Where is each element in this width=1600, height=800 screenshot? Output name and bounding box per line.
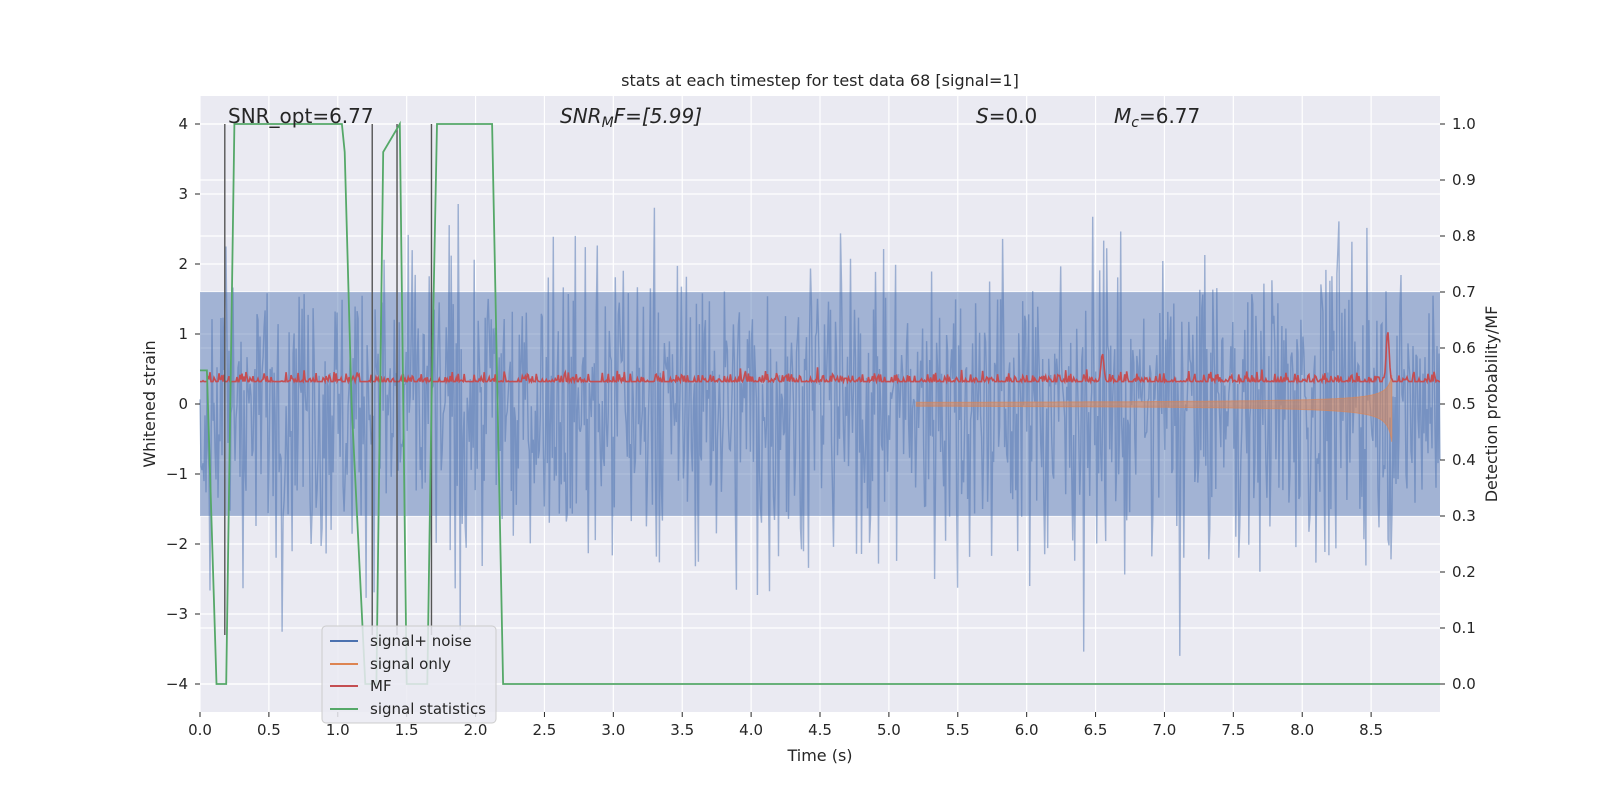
x-tick-label: 1.5 [395,721,419,739]
y-tick-label-left: 2 [178,255,188,273]
y-tick-label-left: −1 [166,465,188,483]
x-tick-label: 6.5 [1084,721,1108,739]
y-tick-label-left: 4 [178,115,188,133]
annotation-snr-mf-rest: F=[5.99] [614,104,702,128]
y-tick-label-left: −3 [166,605,188,623]
y-tick-label-right: 0.1 [1452,619,1476,637]
annotation-mc-sub: c [1131,115,1139,131]
legend-label-signal-noise: signal+ noise [370,632,472,650]
annotation-mc-symbol: M [1114,104,1131,128]
y-tick-label-right: 0.4 [1452,451,1476,469]
x-tick-label: 8.0 [1290,721,1314,739]
y-tick-label-left: 0 [178,395,188,413]
annotation-mc: Mc=6.77 [1114,104,1200,131]
y-tick-label-right: 0.3 [1452,507,1476,525]
annotation-mc-rest: =6.77 [1139,104,1200,128]
y-axis-label-left: Whitened strain [140,340,159,467]
x-tick-label: 1.0 [326,721,350,739]
annotation-s-symbol: S [976,104,989,128]
legend-label-mf: MF [370,677,392,695]
mf-line [200,332,1440,385]
y-tick-label-right: 0.9 [1452,171,1476,189]
x-tick-label: 4.0 [739,721,763,739]
y-tick-label-left: 1 [178,325,188,343]
x-tick-label: 8.5 [1359,721,1383,739]
y-axis-label-right: Detection probability/MF [1482,306,1501,503]
signal-only-line [915,374,1393,442]
legend-label-signal-statistics: signal statistics [370,700,486,718]
x-tick-label: 3.0 [601,721,625,739]
x-tick-label: 6.0 [1015,721,1039,739]
legend: signal+ noise signal only MF signal stat… [321,625,497,724]
y-tick-label-right: 1.0 [1452,115,1476,133]
x-tick-label: 2.0 [464,721,488,739]
y-tick-label-right: 0.5 [1452,395,1476,413]
legend-label-signal-only: signal only [370,655,451,673]
signal-statistics-line [200,120,1440,685]
mf-series [200,332,1440,385]
x-tick-label: 5.5 [946,721,970,739]
y-tick-label-right: 0.6 [1452,339,1476,357]
y-tick-label-right: 0.2 [1452,563,1476,581]
y-tick-label-right: 0.8 [1452,227,1476,245]
signal-noise-line [199,203,1441,656]
chart-title: stats at each timestep for test data 68 … [621,71,1019,90]
annotation-s-rest: =0.0 [989,104,1038,128]
annotation-snr-mf-sub: M [602,115,614,131]
annotation-snr-opt: SNR_opt=6.77 [228,104,374,128]
x-tick-label: 5.0 [877,721,901,739]
y-tick-label-left: −4 [166,675,188,693]
y-tick-label-right: 0.7 [1452,283,1476,301]
x-tick-label: 0.0 [188,721,212,739]
x-tick-label: 4.5 [808,721,832,739]
x-tick-label: 7.5 [1221,721,1245,739]
annotation-s: S=0.0 [976,104,1037,128]
y-tick-label-right: 0.0 [1452,675,1476,693]
x-axis-label: Time (s) [786,746,852,765]
x-tick-label: 2.5 [533,721,557,739]
y-tick-label-left: −2 [166,535,188,553]
signal-only-series [915,374,1393,442]
x-tick-label: 7.0 [1153,721,1177,739]
x-tick-label: 0.5 [257,721,281,739]
annotation-snr-mf: SNRMF=[5.99] [560,104,702,131]
annotation-snr-mf-symbol: SNR [560,104,602,128]
x-tick-label: 3.5 [670,721,694,739]
signal-statistics-series [200,120,1440,685]
legend-box [321,625,497,724]
axes: 0.0 0.5 1.0 1.5 2.0 2.5 3.0 3.5 4.0 4.5 5.0 5.5 6.0 6… [166,115,1476,739]
y-tick-label-left: 3 [178,185,188,203]
